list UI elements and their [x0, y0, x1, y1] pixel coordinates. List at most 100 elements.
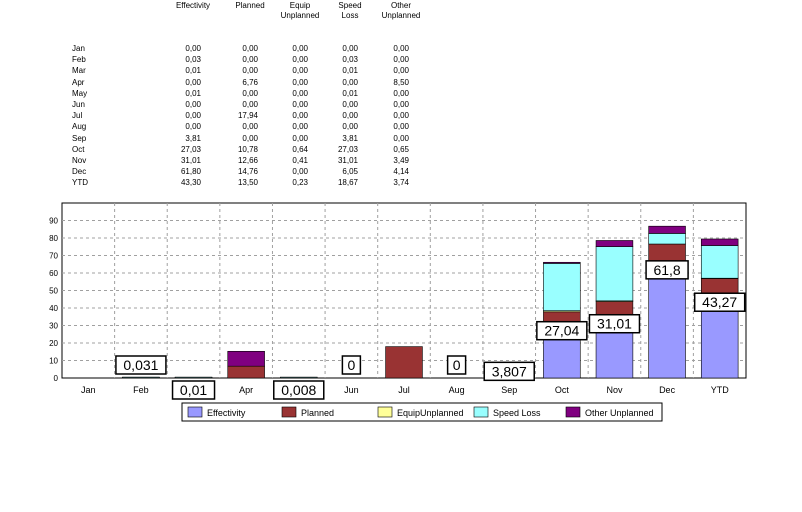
y-tick-label: 50 — [49, 287, 58, 296]
data-label-box — [115, 355, 167, 375]
bar-segment-effectivity — [700, 301, 739, 379]
table-row-label: Apr — [72, 77, 85, 87]
table-cell: 31,01 — [337, 156, 358, 165]
legend-label: Planned — [301, 408, 334, 418]
table-cell: 0,00 — [393, 66, 409, 76]
x-tick-label: Nov — [606, 385, 623, 395]
bar-segment-speed-loss — [122, 376, 160, 379]
table-cell: 0,00 — [242, 122, 258, 132]
table-cell: 0,00 — [342, 122, 358, 132]
table-row-label: YTD — [72, 178, 88, 188]
stacked-bar-chart: 0 10 20 30 40 50 60 70 80 90 Jan Feb Apr Jun Jul Aug Sep… — [49, 202, 747, 422]
table-cell: 0,00 — [242, 88, 258, 98]
data-label: 61,8 — [653, 262, 680, 278]
table-row-label: Feb — [72, 55, 86, 65]
bar-segment-other-unplanned — [700, 238, 739, 246]
legend-swatch — [187, 406, 203, 418]
bar-segment-other-unplanned — [227, 350, 265, 367]
data-label: 43,27 — [702, 294, 737, 310]
bar-segment-speed-loss — [595, 246, 634, 302]
table-cell: 0,00 — [185, 122, 201, 132]
x-tick-label: Apr — [239, 385, 253, 395]
table-cell: 4,14 — [393, 167, 409, 177]
table-cell: 0,01 — [185, 66, 201, 76]
x-tick-label: Feb — [133, 385, 149, 395]
table-cell: 0,00 — [393, 100, 409, 109]
table-cell: 0,00 — [342, 44, 358, 53]
data-label: 0 — [453, 357, 461, 373]
bar-segment-speed-loss — [174, 376, 213, 379]
table-cell: 61,80 — [180, 167, 201, 177]
bar-segment-speed-loss — [700, 245, 739, 279]
table-cell: 0,00 — [393, 44, 409, 53]
y-tick-label: 20 — [49, 339, 58, 348]
table-cell: 0,00 — [185, 100, 201, 109]
table-cell: 0,00 — [393, 122, 409, 132]
bar-segment-planned — [227, 365, 265, 379]
table-cell: 3,81 — [342, 133, 358, 143]
legend-swatch — [565, 406, 581, 418]
x-tick-label: Jul — [398, 385, 410, 395]
table-cell: 0,00 — [185, 111, 201, 121]
table-cell: 27,03 — [337, 144, 358, 154]
x-tick-label: Aug — [449, 385, 465, 395]
table-cell: 0,65 — [393, 144, 409, 154]
data-label-box — [341, 355, 362, 375]
table-header: Effectivity — [175, 1, 211, 10]
bar-segment-planned — [385, 346, 423, 379]
data-label-box — [536, 320, 588, 341]
legend-label: Effectivity — [207, 408, 246, 418]
bar-segment-other-unplanned — [648, 225, 686, 234]
table-cell: 0,00 — [292, 111, 308, 121]
table-cell: 0,01 — [342, 66, 358, 76]
table-cell: 0,01 — [185, 88, 201, 98]
table-cell: 31,01 — [180, 156, 201, 165]
bar-segment-speed-loss — [543, 263, 581, 312]
table-cell: 8,50 — [393, 77, 409, 87]
data-label: 0,008 — [281, 382, 316, 398]
bar-segment-other-unplanned — [543, 261, 581, 264]
data-label-box — [645, 260, 689, 280]
table-row-label: Jan — [72, 44, 85, 53]
data-label: 0,01 — [180, 382, 207, 398]
table-cell: 27,03 — [180, 144, 201, 154]
table-header: Speed Loss — [338, 1, 362, 20]
table-row-label: Jun — [72, 100, 85, 109]
bar-segment-speed-loss — [280, 376, 318, 379]
table-cell: 0,00 — [342, 77, 358, 87]
x-tick-label: Jan — [81, 385, 96, 395]
table-cell: 10,78 — [237, 144, 258, 154]
bar-segment-speed-loss — [648, 233, 686, 245]
table-cell: 0,00 — [292, 100, 308, 109]
table-row-label: Aug — [72, 122, 87, 132]
x-tick-label: Sep — [501, 385, 517, 395]
data-label: 0 — [347, 357, 355, 373]
table-cell: 0,00 — [393, 133, 409, 143]
table-row-label: May — [72, 88, 88, 98]
data-label-box — [171, 380, 216, 400]
table-header: Equip Unplanned — [280, 1, 320, 20]
table-cell: 12,66 — [237, 156, 258, 165]
table-cell: 0,00 — [242, 55, 258, 65]
bar-segment-other-unplanned — [595, 240, 634, 247]
table-cell: 0,00 — [292, 44, 308, 53]
table-cell: 0,00 — [393, 111, 409, 121]
y-tick-label: 0 — [54, 374, 59, 383]
y-tick-label: 80 — [49, 234, 58, 243]
data-label-box — [483, 361, 535, 382]
data-label-box — [446, 355, 467, 375]
y-tick-label: 70 — [49, 252, 58, 261]
data-label-box — [588, 313, 641, 334]
table-row-label: Nov — [72, 156, 87, 165]
table-cell: 0,03 — [342, 55, 358, 65]
table-header: Other Unplanned — [381, 1, 421, 20]
legend-swatch — [473, 406, 489, 418]
table-cell: 43,30 — [180, 178, 201, 188]
table-row-label: Sep — [72, 133, 87, 143]
table-cell: 0,00 — [292, 122, 308, 132]
table-cell: 0,00 — [342, 111, 358, 121]
data-table: Effectivity Planned Equip Unplanned Speed L… — [0, 0, 802, 200]
table-cell: 18,67 — [337, 178, 358, 188]
table-cell: 0,00 — [292, 133, 308, 143]
legend-label: EquipUnplanned — [397, 408, 464, 418]
